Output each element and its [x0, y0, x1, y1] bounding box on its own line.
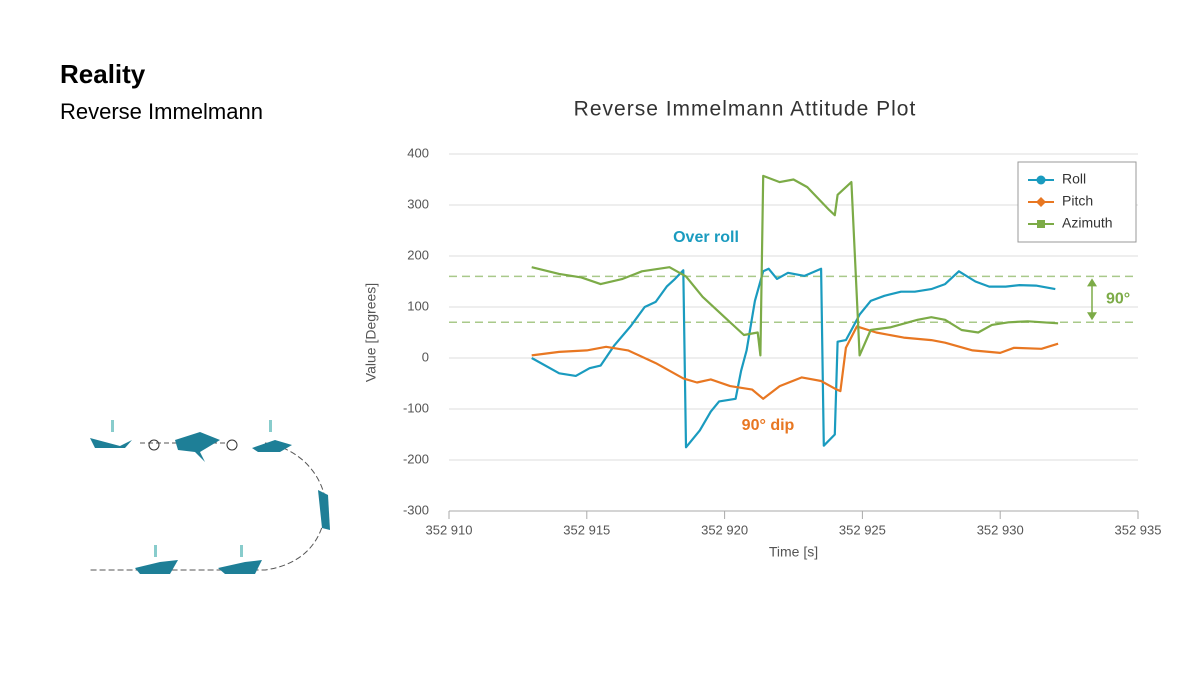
series-line: [531, 174, 1059, 357]
x-tick-label: 352 935: [1115, 522, 1162, 537]
legend-label: Azimuth: [1062, 215, 1113, 231]
wind-icon: [240, 545, 243, 557]
flyer-icon: [90, 438, 132, 448]
flyer-icon: [175, 432, 220, 462]
legend-box: [1017, 161, 1137, 243]
y-tick-label: -100: [403, 400, 429, 415]
y-tick-label: 300: [407, 196, 429, 211]
slide-subtitle: Reverse Immelmann: [60, 99, 263, 124]
x-tick-label: 352 920: [701, 522, 748, 537]
x-tick-label: 352 915: [563, 522, 610, 537]
legend-marker: [1037, 220, 1045, 228]
x-tick-label: 352 925: [839, 522, 886, 537]
flyer-icon: [318, 490, 330, 530]
series-line: [531, 267, 1056, 449]
slide-title: Reality: [60, 59, 146, 89]
chart-title: Reverse Immelmann Attitude Plot: [574, 98, 917, 121]
wind-icon: [154, 545, 157, 557]
y-tick-label: 200: [407, 247, 429, 262]
y-tick-label: 400: [407, 145, 429, 160]
flyer-icon: [135, 560, 178, 574]
flight-path: [90, 442, 327, 571]
legend-label: Roll: [1062, 171, 1086, 187]
y-tick-label: -300: [403, 502, 429, 517]
annotation: 90°: [1106, 291, 1130, 308]
flyer-icon: [252, 440, 292, 452]
series-line: [531, 325, 1059, 400]
x-tick-label: 352 910: [426, 522, 473, 537]
y-axis-label: Value [Degrees]: [363, 283, 379, 382]
annotation: Over roll: [673, 229, 739, 246]
wind-icon: [111, 420, 114, 432]
y-tick-label: 100: [407, 298, 429, 313]
rotation-icon: [226, 439, 238, 451]
annotation: 90° dip: [742, 417, 795, 434]
y-tick-label: -200: [403, 451, 429, 466]
y-tick-label: 0: [422, 349, 429, 364]
legend-label: Pitch: [1062, 193, 1093, 209]
flyer-icon: [218, 560, 262, 574]
legend-marker: [1036, 197, 1046, 207]
wind-icon: [269, 420, 272, 432]
x-axis-label: Time [s]: [769, 544, 818, 560]
maneuver-illustration: [90, 420, 330, 574]
x-tick-label: 352 930: [977, 522, 1024, 537]
arrow-head: [1087, 278, 1097, 287]
legend-marker: [1036, 175, 1046, 185]
arrow-head: [1087, 312, 1097, 321]
rotation-icon: [148, 439, 160, 451]
